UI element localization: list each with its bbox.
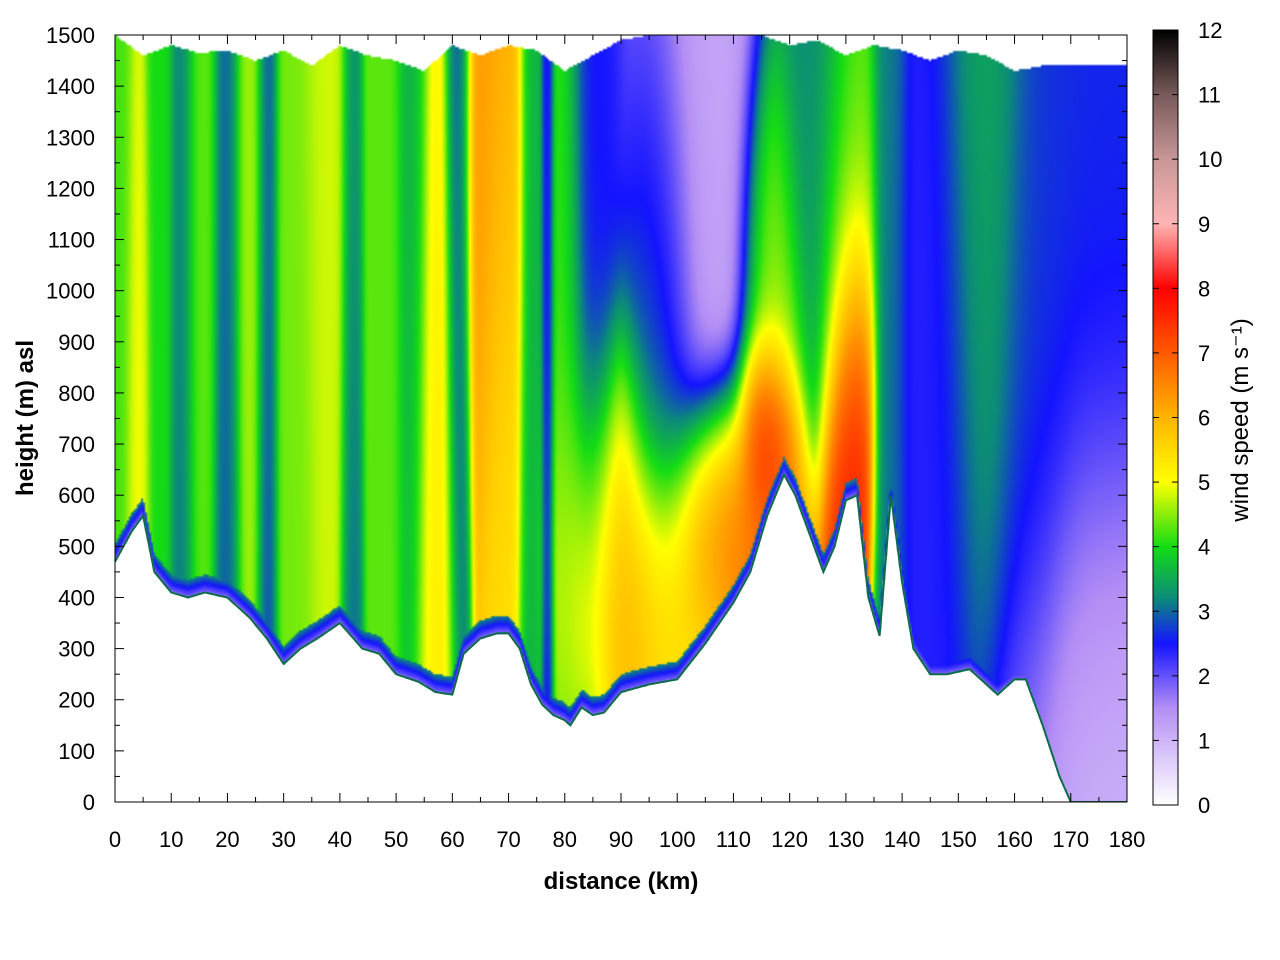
x-tick-label: 0 <box>109 827 121 852</box>
colorbar-title: wind speed (m s⁻¹) <box>1227 318 1254 522</box>
x-tick-label: 10 <box>159 827 183 852</box>
y-tick-label: 500 <box>58 534 95 559</box>
x-tick-label: 50 <box>384 827 408 852</box>
x-tick-label: 70 <box>496 827 520 852</box>
y-tick-label: 1500 <box>46 23 95 48</box>
x-tick-label: 130 <box>828 827 865 852</box>
colorbar-tick-label: 1 <box>1198 728 1210 753</box>
y-tick-label: 1400 <box>46 74 95 99</box>
x-tick-label: 30 <box>271 827 295 852</box>
colorbar-tick-label: 12 <box>1198 18 1222 43</box>
y-tick-label: 600 <box>58 483 95 508</box>
y-axis-ticks: 0 100 200 300 400 500 600 700 800 900 1000 1100 1200… <box>46 23 1127 815</box>
x-tick-label: 100 <box>659 827 696 852</box>
x-axis-ticks: 0 10 20 30 40 50 60 70 80 90 100 110 120 130 140 150 160… <box>109 35 1145 852</box>
y-tick-label: 100 <box>58 739 95 764</box>
y-tick-label: 900 <box>58 330 95 355</box>
colorbar-tick-label: 8 <box>1198 276 1210 301</box>
y-tick-label: 400 <box>58 585 95 610</box>
y-tick-label: 700 <box>58 432 95 457</box>
x-tick-label: 120 <box>771 827 808 852</box>
x-tick-label: 60 <box>440 827 464 852</box>
wind-field <box>115 35 1127 802</box>
colorbar-tick-label: 6 <box>1198 406 1210 431</box>
x-tick-label: 150 <box>940 827 977 852</box>
x-tick-label: 20 <box>215 827 239 852</box>
y-axis-title: height (m) asl <box>12 340 39 496</box>
x-axis-title: distance (km) <box>544 868 699 895</box>
x-tick-label: 170 <box>1052 827 1089 852</box>
x-tick-label: 110 <box>716 827 751 852</box>
colorbar-tick-label: 10 <box>1198 147 1222 172</box>
colorbar-tick-label: 3 <box>1198 599 1210 624</box>
colorbar-tick-label: 9 <box>1198 212 1210 237</box>
colorbar-tick-label: 7 <box>1198 341 1210 366</box>
colorbar-tick-label: 2 <box>1198 664 1210 689</box>
y-tick-label: 200 <box>58 688 95 713</box>
x-tick-label: 140 <box>884 827 921 852</box>
colorbar-tick-label: 11 <box>1198 83 1221 108</box>
y-tick-label: 1000 <box>46 279 95 304</box>
colorbar-tick-label: 0 <box>1198 793 1210 818</box>
wind-field-image <box>115 35 1127 802</box>
colorbar-tick-label: 5 <box>1198 470 1210 495</box>
x-tick-label: 40 <box>328 827 352 852</box>
y-tick-label: 800 <box>58 381 95 406</box>
colorbar-tick-label: 4 <box>1198 535 1210 560</box>
x-tick-label: 80 <box>553 827 577 852</box>
y-tick-label: 300 <box>58 637 95 662</box>
y-tick-label: 1100 <box>48 228 95 253</box>
y-tick-label: 1200 <box>46 176 95 201</box>
x-tick-label: 160 <box>996 827 1033 852</box>
y-tick-label: 0 <box>83 790 95 815</box>
x-tick-label: 180 <box>1109 827 1146 852</box>
x-tick-label: 90 <box>609 827 633 852</box>
y-tick-label: 1300 <box>46 125 95 150</box>
terrain-line <box>115 472 1127 802</box>
